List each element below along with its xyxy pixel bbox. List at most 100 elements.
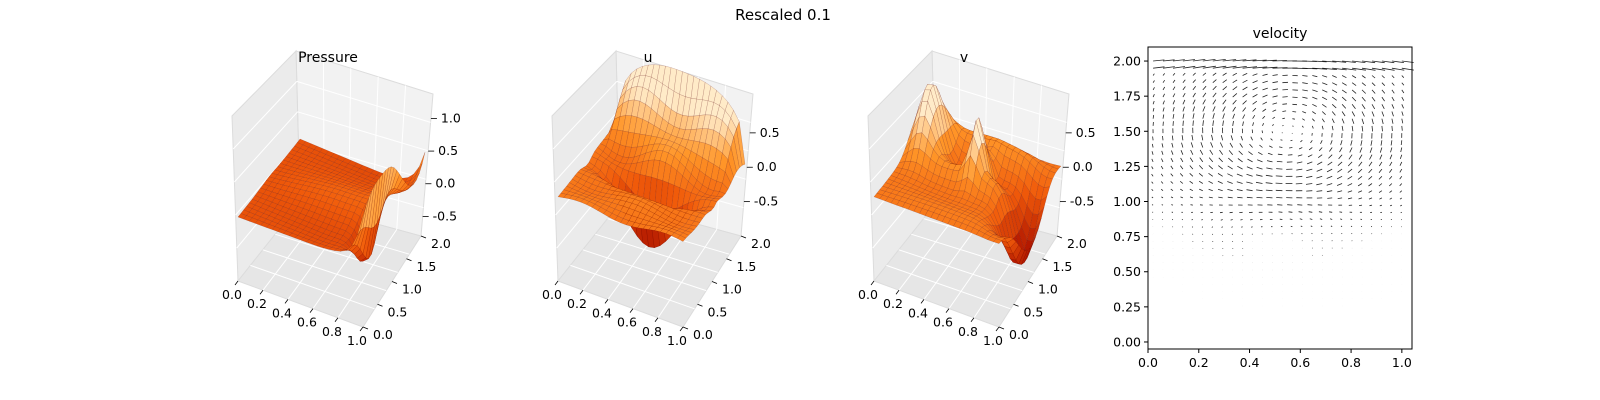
y-tick-label: 1.25 — [1113, 159, 1141, 174]
quiver-arrow — [1369, 154, 1373, 160]
quiver-arrow — [1202, 79, 1207, 83]
quiver-arrow — [1368, 183, 1373, 187]
quiver-arrow — [1378, 183, 1383, 187]
quiver-arrow — [1170, 181, 1174, 184]
surface-facet — [1049, 166, 1059, 174]
quiver-arrow — [1361, 75, 1366, 79]
quiver-arrow — [1312, 96, 1318, 100]
quiver-arrow — [1391, 82, 1395, 86]
quiver-arrow — [1341, 104, 1347, 109]
quiver-arrow — [1381, 60, 1395, 64]
quiver-arrow — [1370, 140, 1373, 146]
quiver-arrow — [1256, 166, 1263, 170]
quiver-arrow — [1232, 66, 1247, 69]
quiver-arrow — [1341, 96, 1347, 102]
y-tick-label: 0.0 — [693, 327, 713, 342]
quiver-arrow — [1381, 118, 1384, 124]
quiver-arrow — [1309, 218, 1313, 220]
quiver-arrow — [1391, 104, 1395, 109]
quiver-arrow — [1357, 175, 1363, 180]
y-tick-label: 0.5 — [388, 304, 408, 319]
quiver-arrow — [1266, 197, 1273, 199]
quiver-arrow — [1371, 82, 1376, 87]
quiver-arrow — [1368, 168, 1373, 174]
quiver-arrow — [1208, 188, 1213, 192]
surface-facet — [374, 172, 383, 227]
surface-facet — [992, 238, 1003, 244]
quiver-arrow — [1322, 60, 1337, 63]
quiver-arrow — [1221, 233, 1224, 235]
quiver-arrow — [1189, 196, 1194, 199]
quiver-arrow — [1306, 168, 1313, 172]
quiver-arrow — [1322, 82, 1328, 86]
y-tick — [697, 303, 703, 307]
quiver-arrow — [1151, 166, 1154, 170]
quiver-arrow — [1295, 175, 1303, 178]
quiver-arrow — [1262, 87, 1268, 91]
y-tick — [391, 281, 398, 284]
quiver-arrow — [1160, 165, 1164, 170]
quiver-arrow — [1181, 135, 1184, 141]
figure-suptitle: Rescaled 0.1 — [735, 6, 831, 24]
quiver-arrow — [1151, 189, 1154, 191]
quiver-arrow — [1240, 219, 1243, 221]
quiver-arrow — [1220, 219, 1223, 221]
quiver-arrow — [1208, 196, 1213, 199]
quiver-arrow — [1182, 72, 1186, 76]
floor-gridline — [898, 249, 1023, 292]
quiver-arrow — [1232, 72, 1238, 76]
surface-facet — [393, 173, 403, 190]
quiver-arrow — [1316, 175, 1323, 179]
y-tick — [740, 235, 747, 239]
x-tick — [554, 280, 559, 286]
quiver-arrow — [1161, 150, 1164, 155]
quiver-arrow — [1246, 189, 1253, 192]
quiver-arrow — [1162, 107, 1165, 112]
x-tick — [309, 308, 314, 313]
quiver-arrow — [1318, 147, 1323, 152]
quiver-arrow — [1379, 154, 1383, 160]
quiver-arrow — [1347, 161, 1353, 167]
quiver-arrow — [1222, 72, 1227, 76]
quiver-arrow — [1337, 168, 1343, 173]
quiver-arrow — [1252, 100, 1258, 105]
quiver-arrow — [1212, 85, 1217, 91]
y-tick-label: 0.5 — [708, 304, 728, 319]
quiver-arrow — [1302, 103, 1308, 106]
quiver-arrow — [1351, 104, 1356, 109]
quiver-arrow — [1340, 140, 1343, 146]
quiver-arrow — [1352, 67, 1366, 71]
x-tick-label: 0.2 — [247, 296, 267, 311]
quiver-arrow — [1192, 86, 1197, 91]
surface-facet — [730, 136, 740, 173]
quiver-arrow — [1401, 96, 1405, 101]
quiver-arrow — [1182, 99, 1186, 105]
x-tick — [234, 280, 239, 286]
quiver-arrow — [1326, 175, 1333, 179]
z-tick-label: 0.0 — [435, 176, 455, 191]
x-tick-label: 0.4 — [272, 305, 292, 320]
quiver-arrow — [1242, 66, 1258, 69]
quiver-arrow — [1360, 140, 1363, 146]
quiver-arrow — [1340, 225, 1343, 228]
quiver-arrow — [1371, 104, 1376, 110]
quiver-arrow — [1347, 190, 1353, 193]
quiver-arrow — [1222, 106, 1226, 112]
quiver-arrow — [1326, 168, 1333, 173]
quiver-arrow — [1201, 134, 1204, 141]
quiver-arrow — [1231, 226, 1233, 228]
quiver-arrow — [1262, 59, 1277, 62]
quiver-arrow — [1272, 81, 1278, 84]
quiver-arrow — [1319, 218, 1323, 220]
quiver-arrow — [1239, 143, 1243, 148]
quiver-arrow — [1389, 161, 1393, 167]
quiver-arrow — [1321, 111, 1326, 115]
quiver-arrow — [1222, 65, 1237, 69]
x-tick-label: 0.6 — [933, 315, 953, 330]
quiver-arrow — [1189, 180, 1194, 184]
quiver-arrow — [1329, 211, 1333, 213]
quiver-arrow — [1228, 150, 1234, 155]
quiver-arrow — [1172, 106, 1175, 112]
quiver-arrow — [1182, 59, 1196, 62]
quiver-arrow — [1312, 67, 1328, 70]
